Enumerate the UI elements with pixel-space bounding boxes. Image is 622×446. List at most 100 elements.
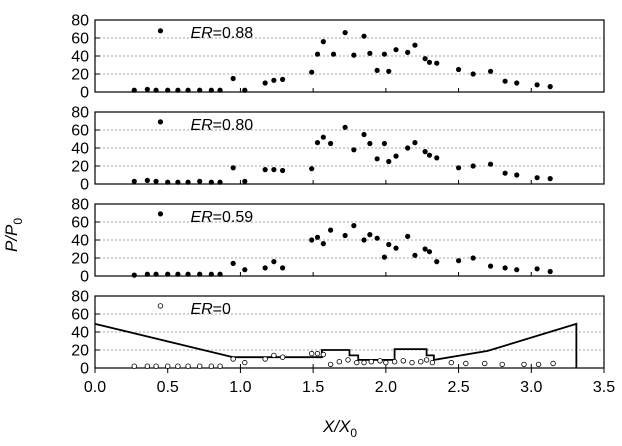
data-point (386, 241, 392, 248)
panel-label-value: =0.80 (213, 117, 254, 134)
data-point (381, 51, 388, 57)
data-point (165, 87, 171, 93)
y-tick-label: 0 (80, 361, 89, 378)
y-tick-label: 60 (71, 307, 89, 324)
x-tick-label: 2.5 (447, 379, 469, 396)
data-point (262, 265, 268, 271)
data-point (351, 147, 357, 153)
data-point (131, 87, 137, 93)
data-point (336, 359, 343, 365)
y-tick-label: 60 (71, 215, 89, 232)
data-point (197, 271, 203, 277)
y-tick-label: 60 (71, 123, 89, 140)
data-point (405, 145, 411, 151)
y-tick-label: 20 (71, 251, 89, 268)
data-point (217, 271, 223, 277)
data-point (131, 272, 137, 278)
data-point (230, 165, 236, 171)
y-tick-label: 60 (71, 31, 89, 48)
data-point (330, 51, 337, 57)
x-axis-title: X/X0 (322, 417, 357, 440)
data-point (327, 361, 334, 368)
x-tick-label: 1.5 (302, 379, 324, 396)
y-tick-label: 0 (80, 269, 89, 286)
data-point (354, 359, 360, 366)
data-point (422, 246, 428, 252)
data-point (208, 87, 214, 93)
data-point (521, 361, 527, 368)
data-point (175, 87, 181, 93)
data-point (327, 227, 334, 233)
data-point (487, 68, 494, 74)
panel-label-var: ER (190, 209, 213, 226)
y-tick-label: 80 (71, 13, 89, 30)
data-point (308, 350, 315, 357)
data-point (383, 359, 389, 366)
y-tick-label: 20 (71, 343, 89, 360)
data-point (309, 69, 315, 75)
data-point (342, 29, 348, 36)
data-point (144, 363, 151, 369)
x-tick-label: 3.5 (593, 379, 615, 396)
data-point (271, 167, 277, 173)
data-point (361, 237, 367, 243)
data-point (405, 49, 411, 56)
data-point (320, 241, 326, 247)
y-axis-title-sub: 0 (11, 218, 25, 225)
y-tick-label: 0 (80, 177, 89, 194)
data-point (361, 131, 367, 138)
data-point (175, 271, 181, 277)
data-point (262, 167, 268, 173)
data-point (455, 165, 462, 171)
data-point (429, 359, 436, 366)
x-axis-title-sub: 0 (350, 426, 357, 440)
data-point (499, 361, 505, 368)
data-point (165, 179, 171, 185)
data-point (377, 358, 383, 364)
y-tick-label: 0 (80, 85, 89, 102)
panel-label-var: ER (190, 301, 213, 318)
data-point (314, 51, 321, 57)
data-point (153, 271, 159, 277)
data-point (320, 134, 326, 140)
data-point (175, 179, 181, 185)
data-point (242, 178, 248, 184)
data-point (342, 232, 348, 239)
data-point (165, 271, 171, 277)
data-point (368, 359, 375, 365)
data-point (351, 223, 357, 229)
data-point (144, 271, 150, 277)
x-tick-label: 0.5 (157, 379, 179, 396)
data-point (374, 156, 380, 162)
legend-marker (157, 28, 164, 34)
data-point (320, 39, 326, 45)
panel-label-value: =0 (213, 301, 231, 318)
data-point (197, 178, 203, 184)
data-point (381, 140, 388, 147)
data-point (230, 75, 236, 82)
y-tick-label: 40 (71, 233, 89, 250)
panel-label: ER=0.59 (190, 209, 253, 226)
data-point (482, 360, 488, 367)
data-point (423, 357, 430, 363)
panel-label-var: ER (190, 25, 213, 42)
data-point (426, 249, 433, 255)
panel-label: ER=0.80 (190, 117, 253, 134)
data-point (230, 356, 236, 362)
data-point (393, 153, 399, 159)
panel-label-value: =0.88 (213, 25, 254, 42)
panel-label: ER=0.88 (190, 25, 253, 42)
data-point (208, 363, 215, 369)
data-point (361, 33, 367, 39)
data-point (374, 67, 380, 73)
y-tick-label: 20 (71, 67, 89, 84)
data-point (309, 166, 315, 172)
data-point (502, 170, 508, 176)
data-point (242, 359, 248, 366)
data-point (418, 359, 424, 365)
data-point (280, 167, 286, 174)
